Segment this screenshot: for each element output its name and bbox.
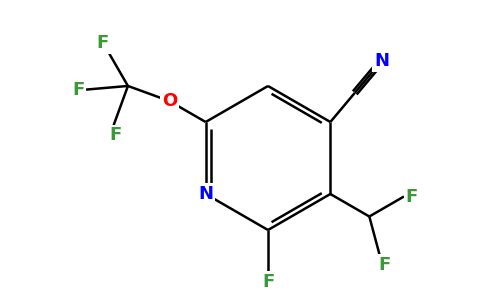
Text: F: F (378, 256, 390, 274)
Text: F: F (72, 81, 84, 99)
Text: F: F (97, 34, 109, 52)
Text: N: N (374, 52, 389, 70)
Text: F: F (406, 188, 418, 206)
Text: F: F (262, 273, 274, 291)
Text: N: N (198, 185, 213, 203)
Text: O: O (162, 92, 177, 110)
Text: F: F (109, 126, 121, 144)
